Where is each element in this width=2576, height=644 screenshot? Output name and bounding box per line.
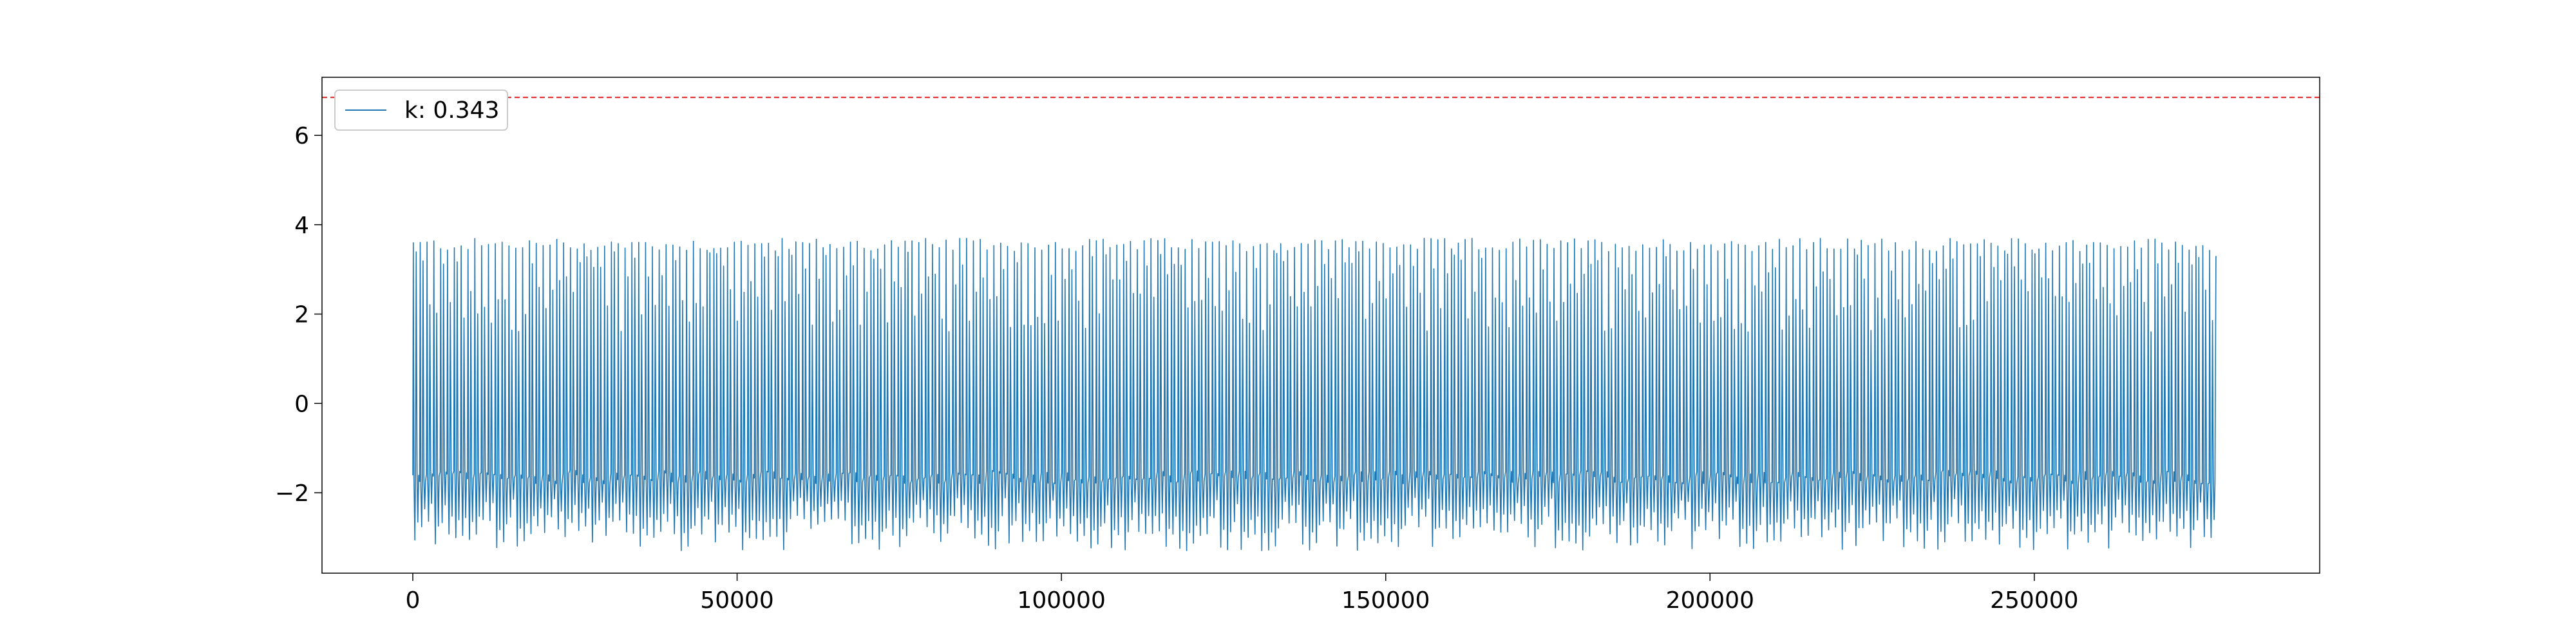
- series-layer: [412, 238, 2217, 551]
- y-tick-label: 4: [294, 213, 309, 239]
- legend: k: 0.343: [334, 90, 508, 131]
- x-tick-label: 150000: [1341, 587, 1430, 614]
- y-tick-label: 6: [294, 123, 309, 149]
- series-line: [412, 238, 2217, 551]
- legend-label: k: 0.343: [404, 97, 499, 124]
- y-tick-label: 2: [294, 302, 309, 328]
- y-axis: −2 0 2 4 6: [275, 123, 322, 507]
- x-tick-label: 250000: [1990, 587, 2078, 614]
- y-tick-label: −2: [275, 480, 309, 507]
- x-tick-label: 50000: [700, 587, 774, 614]
- legend-box: [334, 90, 508, 131]
- plot-frame: [321, 77, 2320, 574]
- x-tick-label: 200000: [1666, 587, 1754, 614]
- x-axis: 0 50000 100000 150000 200000 250000: [406, 573, 2079, 614]
- x-tick-label: 0: [406, 587, 421, 614]
- y-tick-label: 0: [294, 391, 309, 417]
- x-tick-label: 100000: [1017, 587, 1105, 614]
